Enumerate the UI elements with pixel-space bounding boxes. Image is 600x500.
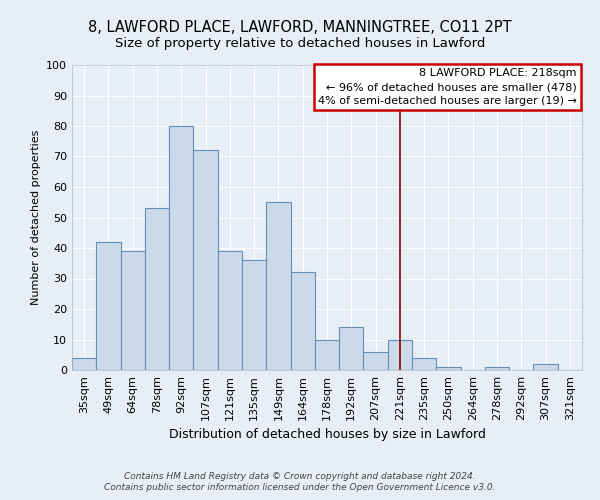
Bar xyxy=(339,328,364,370)
Y-axis label: Number of detached properties: Number of detached properties xyxy=(31,130,41,305)
Bar xyxy=(242,260,266,370)
Text: Contains HM Land Registry data © Crown copyright and database right 2024.
Contai: Contains HM Land Registry data © Crown c… xyxy=(104,472,496,492)
X-axis label: Distribution of detached houses by size in Lawford: Distribution of detached houses by size … xyxy=(169,428,485,442)
Bar xyxy=(315,340,339,370)
Bar xyxy=(436,367,461,370)
Bar xyxy=(290,272,315,370)
Bar xyxy=(96,242,121,370)
Bar xyxy=(121,251,145,370)
Bar xyxy=(169,126,193,370)
Bar xyxy=(485,367,509,370)
Bar xyxy=(533,364,558,370)
Text: Size of property relative to detached houses in Lawford: Size of property relative to detached ho… xyxy=(115,38,485,51)
Bar xyxy=(145,208,169,370)
Bar xyxy=(72,358,96,370)
Bar xyxy=(266,202,290,370)
Bar xyxy=(193,150,218,370)
Bar xyxy=(412,358,436,370)
Text: 8 LAWFORD PLACE: 218sqm
← 96% of detached houses are smaller (478)
4% of semi-de: 8 LAWFORD PLACE: 218sqm ← 96% of detache… xyxy=(318,68,577,106)
Bar xyxy=(218,251,242,370)
Text: 8, LAWFORD PLACE, LAWFORD, MANNINGTREE, CO11 2PT: 8, LAWFORD PLACE, LAWFORD, MANNINGTREE, … xyxy=(88,20,512,35)
Bar xyxy=(364,352,388,370)
Bar xyxy=(388,340,412,370)
